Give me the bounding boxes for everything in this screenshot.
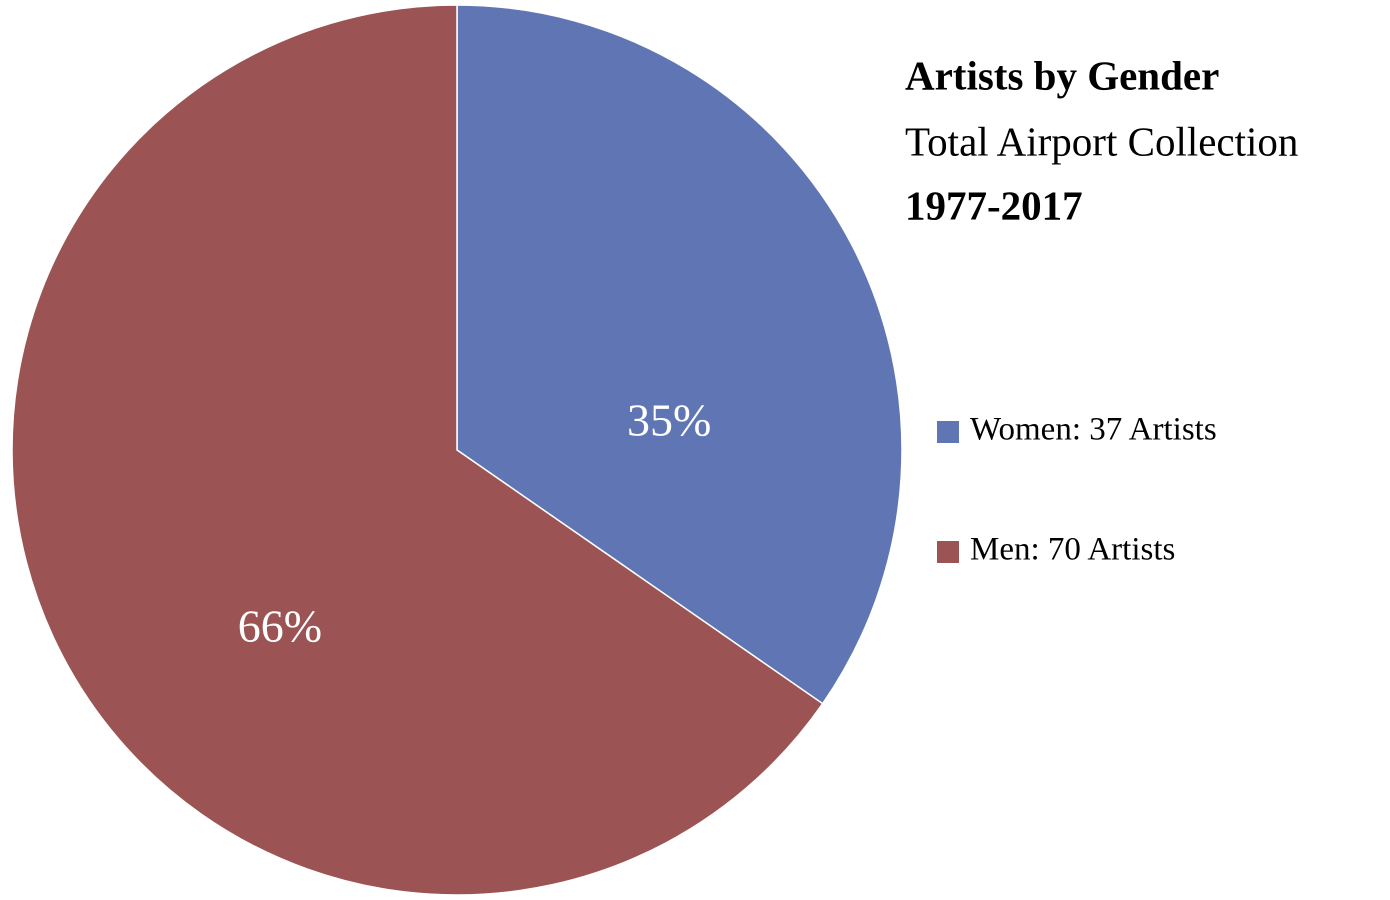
pie-slice [11, 4, 824, 896]
chart-period: 1977-2017 [905, 182, 1083, 228]
legend-label: Women: 37 Artists [970, 412, 1217, 448]
legend-label: Men: 70 Artists [970, 532, 1175, 568]
chart-subtitle: Total Airport Collection [905, 118, 1298, 164]
pie-slice [456, 4, 903, 705]
chart-title: Artists by Gender [905, 52, 1219, 98]
legend-swatch [937, 421, 959, 443]
legend-swatch [937, 541, 959, 563]
data-label: 66% [238, 601, 322, 652]
data-label: 35% [627, 394, 711, 445]
